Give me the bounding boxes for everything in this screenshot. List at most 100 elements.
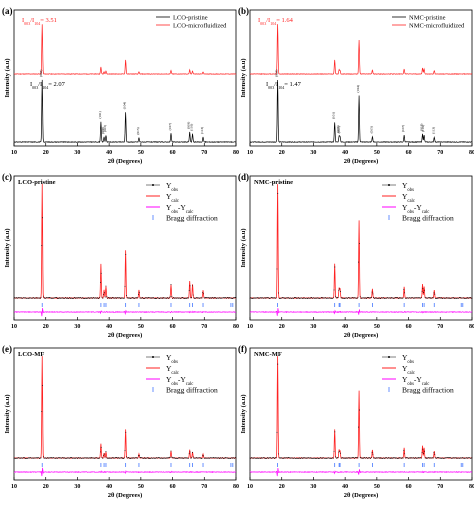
yobs-point: [449, 457, 451, 459]
yobs-point: [346, 457, 348, 459]
yobs-point: [86, 298, 88, 299]
yobs-point: [439, 297, 441, 299]
yobs-point: [367, 457, 369, 459]
yobs-point: [385, 457, 387, 459]
yobs-point: [416, 457, 417, 459]
yobs-point: [264, 458, 266, 459]
yobs-point: [431, 457, 433, 459]
yobs-point: [81, 297, 83, 299]
panel-c: (c) 10 20 30 40 50 60 70 80 2θ (Degrees) Intensity…: [2, 172, 239, 339]
yobs-point: [454, 457, 456, 459]
yobs-point: [432, 297, 434, 299]
yobs-point: [454, 298, 456, 299]
yobs-point: [158, 457, 160, 459]
yobs-point: [174, 457, 176, 459]
yobs-point: [76, 297, 78, 299]
yobs-point: [360, 298, 362, 299]
yobs-point: [68, 457, 70, 459]
yobs-point: [185, 457, 187, 459]
yobs-point: [213, 457, 215, 458]
yobs-point: [42, 217, 43, 219]
yobs-point: [84, 298, 86, 299]
series-line-pristine: [13, 79, 237, 143]
yobs-point: [284, 297, 286, 299]
yobs-point: [324, 297, 325, 299]
yobs-point: [459, 297, 461, 298]
yobs-point: [184, 457, 186, 459]
yobs-point: [462, 297, 464, 299]
yobs-point: [352, 297, 354, 298]
yobs-point: [160, 297, 162, 299]
yobs-point: [187, 297, 189, 299]
yobs-point: [362, 297, 364, 299]
yobs-point: [355, 457, 356, 458]
x-tick-label: 70: [437, 324, 443, 330]
yobs-point: [18, 457, 20, 459]
yobs-point: [176, 458, 178, 459]
x-tick-label: 40: [342, 324, 348, 330]
yobs-point: [285, 457, 287, 459]
x-tick-label: 20: [279, 484, 285, 490]
yobs-point: [202, 291, 204, 293]
yobs-point: [232, 298, 234, 299]
x-tick-label: 80: [469, 150, 474, 156]
yobs-point: [161, 457, 162, 459]
yobs-point: [362, 457, 364, 459]
yobs-point: [252, 297, 254, 299]
yobs-point: [41, 411, 43, 413]
yobs-point: [408, 457, 410, 459]
yobs-point: [469, 457, 471, 459]
peak-label: (015): [369, 126, 373, 133]
legend-marker: [388, 184, 390, 186]
yobs-point: [187, 457, 189, 459]
yobs-point: [364, 297, 366, 299]
yobs-point: [217, 457, 219, 459]
yobs-point: [327, 457, 329, 459]
legend-label-yobs: Yobs: [166, 181, 178, 193]
yobs-point: [261, 457, 263, 459]
panel-a: (a) 10 20 30 40 50 60 70 80 2θ (Degrees) Intensity…: [2, 6, 239, 165]
yobs-point: [218, 297, 220, 299]
yobs-point: [437, 297, 439, 299]
yobs-point: [212, 297, 214, 299]
yobs-point: [150, 457, 152, 459]
peak-label: (015): [136, 127, 140, 134]
yobs-point: [434, 293, 436, 295]
yobs-point: [280, 297, 282, 299]
yobs-point: [141, 297, 143, 299]
yobs-point: [153, 457, 155, 459]
yobs-point: [60, 457, 62, 459]
yobs-point: [289, 297, 291, 299]
yobs-point: [424, 457, 426, 459]
yobs-point: [112, 457, 114, 459]
yobs-point: [448, 297, 450, 299]
yobs-point: [201, 297, 203, 299]
yobs-point: [77, 457, 79, 459]
yobs-point: [454, 457, 456, 459]
yobs-point: [50, 297, 52, 299]
yobs-point: [53, 457, 55, 459]
yobs-point: [204, 297, 206, 299]
yobs-point: [274, 458, 276, 459]
yobs-point: [226, 457, 227, 459]
yobs-point: [198, 457, 200, 459]
yobs-point: [404, 292, 406, 294]
yobs-point: [222, 457, 223, 459]
yobs-point: [64, 457, 66, 459]
yobs-point: [252, 457, 254, 459]
legend-label-diff: Yobs-Ycalc: [402, 375, 429, 387]
yobs-point: [220, 457, 222, 459]
yobs-point: [266, 297, 268, 299]
yobs-point: [255, 297, 257, 299]
yobs-point: [309, 297, 310, 299]
yobs-point: [401, 297, 403, 299]
yobs-point: [152, 457, 154, 459]
yobs-point: [344, 458, 346, 459]
yobs-point: [351, 297, 352, 299]
yobs-point: [79, 297, 81, 299]
yobs-point: [34, 297, 36, 299]
yobs-point: [192, 294, 194, 296]
yobs-point: [111, 457, 112, 459]
yobs-point: [382, 457, 384, 459]
yobs-point: [223, 457, 225, 459]
